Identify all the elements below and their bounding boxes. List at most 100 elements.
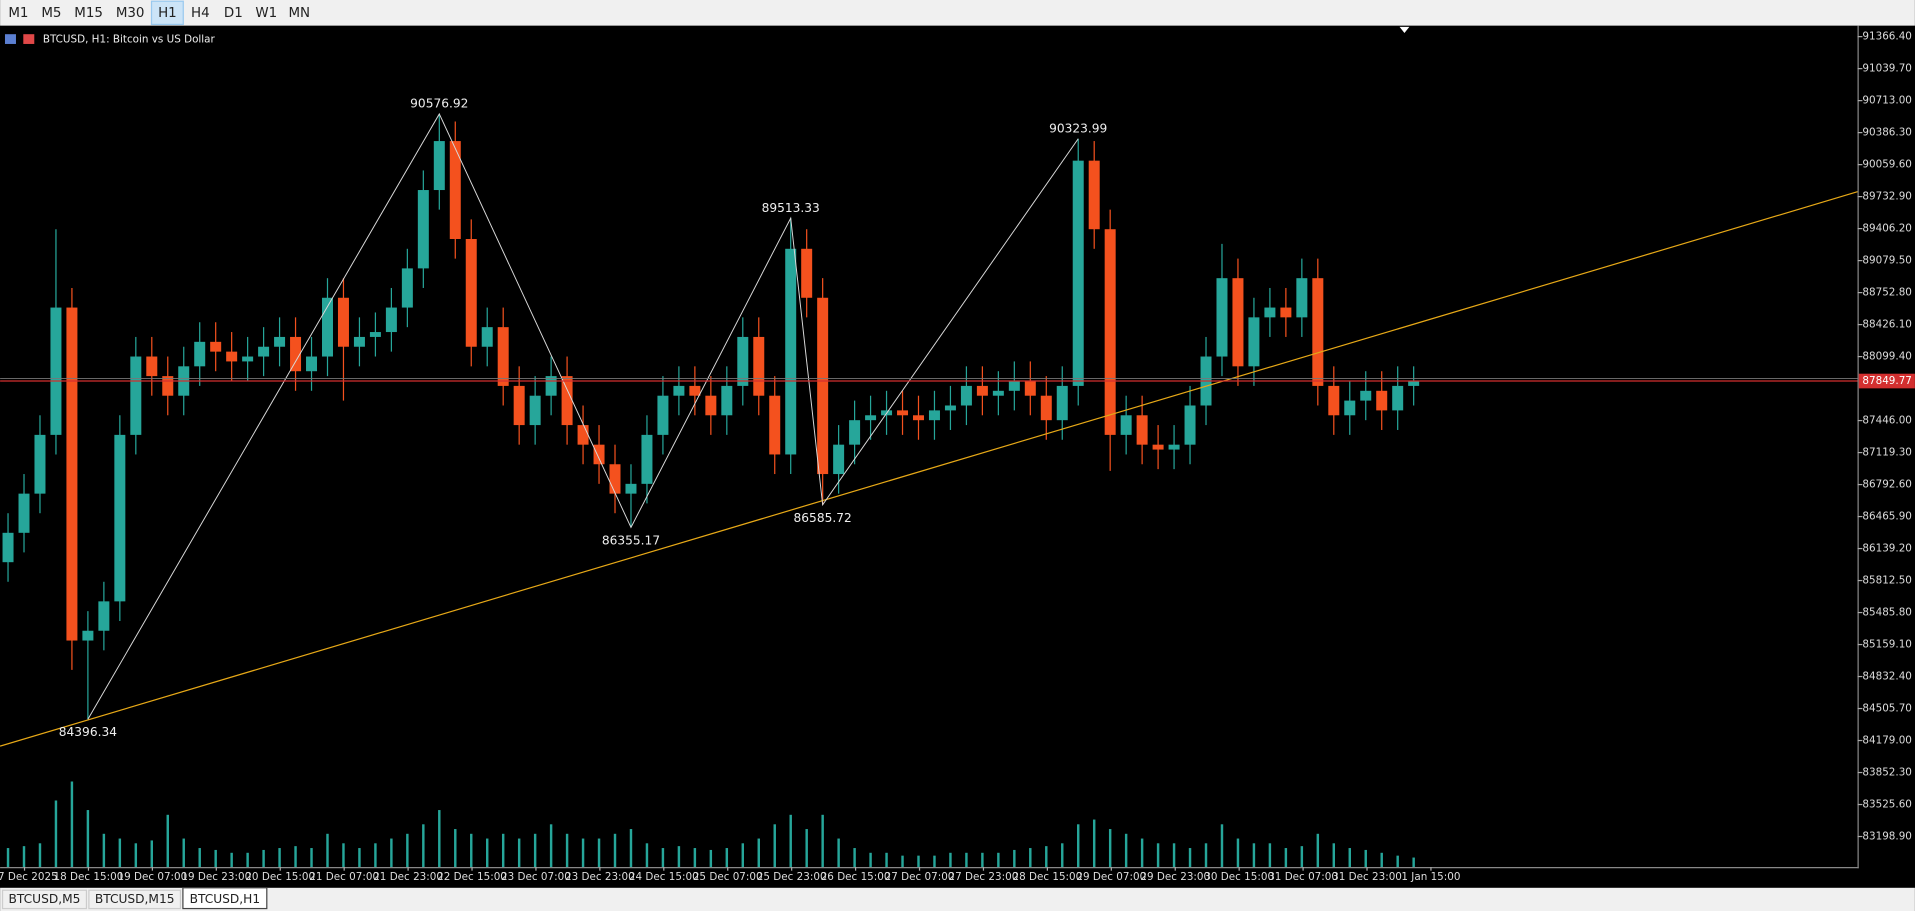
y-tick-label: 84505.70 <box>1862 703 1912 715</box>
plot <box>2 113 1420 868</box>
timeframe-button[interactable]: M15 <box>74 6 103 21</box>
timeframe-button[interactable]: MN <box>288 6 310 21</box>
candle-body <box>1136 415 1148 445</box>
candle-body <box>82 630 94 641</box>
candle-body <box>401 268 413 308</box>
current-price-label: 87849.77 <box>1862 375 1912 387</box>
candle-body <box>242 356 254 362</box>
x-tick-label: 1 Jan 15:00 <box>1401 871 1460 883</box>
candle-body <box>290 336 302 372</box>
zigzag-label: 89513.33 <box>762 201 820 215</box>
candle-body <box>769 395 781 455</box>
y-tick-label: 85812.50 <box>1862 575 1912 587</box>
timeframe-button[interactable]: D1 <box>224 6 243 21</box>
y-tick-label: 83852.30 <box>1862 767 1912 779</box>
candle-body <box>98 601 110 631</box>
y-tick-label: 85485.80 <box>1862 607 1912 619</box>
y-tick-label: 84832.40 <box>1862 671 1912 683</box>
zigzag <box>87 112 1079 720</box>
candle-body <box>545 376 557 396</box>
candle-body <box>1312 278 1324 386</box>
candle-body <box>417 190 429 269</box>
tab-label[interactable]: BTCUSD,H1 <box>190 892 261 906</box>
tab-label[interactable]: BTCUSD,M5 <box>9 892 81 906</box>
tab[interactable] <box>1 889 88 910</box>
y-tick-label: 89406.20 <box>1862 223 1912 235</box>
timeframe-button[interactable]: M5 <box>41 6 61 21</box>
x-tick-label: 29 Dec 07:00 <box>1076 871 1146 883</box>
candle-body <box>944 405 956 411</box>
x-tick-label: 27 Dec 23:00 <box>949 871 1019 883</box>
candle-body <box>274 336 286 347</box>
candle-body <box>1056 385 1068 421</box>
candle-body <box>449 141 461 240</box>
candle-body <box>1264 307 1276 318</box>
timeframe-button[interactable]: H1 <box>158 6 177 21</box>
shift-marker <box>1399 26 1410 33</box>
candle-body <box>162 376 174 396</box>
y-tick-label: 87446.00 <box>1862 415 1912 427</box>
candle-body <box>1280 307 1292 318</box>
candle-body <box>1376 390 1388 411</box>
candle-body <box>465 239 477 347</box>
candle-body <box>960 385 972 406</box>
candle-body <box>1072 160 1084 386</box>
chart-icon <box>4 34 16 44</box>
timeframe-button[interactable]: W1 <box>255 6 277 21</box>
candle-body <box>849 420 861 445</box>
candle-body <box>1296 278 1308 318</box>
candle-body <box>561 376 573 426</box>
tab[interactable] <box>182 887 268 910</box>
candle-body <box>657 395 669 435</box>
y-tick-label: 90713.00 <box>1862 95 1912 107</box>
toolbar <box>0 0 1915 26</box>
zigzag-label: 90323.99 <box>1049 121 1107 135</box>
candle-body <box>641 434 653 484</box>
current-price-box <box>1858 373 1915 389</box>
candle-body <box>753 336 765 396</box>
y-tick-label: 87119.30 <box>1862 447 1912 459</box>
x-tick-label: 19 Dec 07:00 <box>117 871 187 883</box>
y-tick-label: 86792.60 <box>1862 479 1912 491</box>
y-tick-label: 85159.10 <box>1862 639 1912 651</box>
candle-body <box>50 307 62 435</box>
candle-body <box>481 327 493 347</box>
candle-body <box>1104 229 1116 435</box>
timeframe-button[interactable]: H4 <box>191 6 210 21</box>
y-tick-label: 88099.40 <box>1862 351 1912 363</box>
y-tick-label: 83198.90 <box>1862 831 1912 843</box>
candle-body <box>785 248 797 455</box>
y-tick-label: 91039.70 <box>1862 63 1912 75</box>
candle-body <box>721 385 733 416</box>
timeframe-active-bg <box>150 0 184 26</box>
x-tick-label: 21 Dec 23:00 <box>373 871 443 883</box>
candle-body <box>130 356 142 435</box>
candle-body <box>897 410 909 416</box>
candle-body <box>1168 444 1180 450</box>
y-tick-label: 91366.40 <box>1862 31 1912 43</box>
y-tick-label: 86465.90 <box>1862 511 1912 523</box>
candle-body <box>1024 381 1036 396</box>
candle-body <box>306 356 318 372</box>
tab[interactable] <box>88 889 182 910</box>
candle-body <box>369 332 381 337</box>
candle-body <box>66 307 78 641</box>
candle-body <box>1344 400 1356 416</box>
tab-label[interactable]: BTCUSD,M15 <box>95 892 175 906</box>
candle-body <box>146 356 158 377</box>
candle-body <box>18 493 30 533</box>
x-tick-label: 24 Dec 15:00 <box>629 871 699 883</box>
candle-body <box>321 297 333 357</box>
timeframe-button[interactable]: M1 <box>8 6 28 21</box>
candle-body <box>194 341 206 367</box>
y-tick-label: 90059.60 <box>1862 159 1912 171</box>
timeframe-button[interactable]: M30 <box>116 6 145 21</box>
x-tick-label: 30 Dec 15:00 <box>1204 871 1274 883</box>
zigzag-label: 86355.17 <box>602 533 660 547</box>
candle-body <box>513 385 525 426</box>
candle-body <box>1008 381 1020 391</box>
candle-body <box>865 415 877 421</box>
x-tick-label: 25 Dec 07:00 <box>693 871 763 883</box>
zigzag-label: 84396.34 <box>59 725 117 739</box>
candle-body <box>992 390 1004 396</box>
